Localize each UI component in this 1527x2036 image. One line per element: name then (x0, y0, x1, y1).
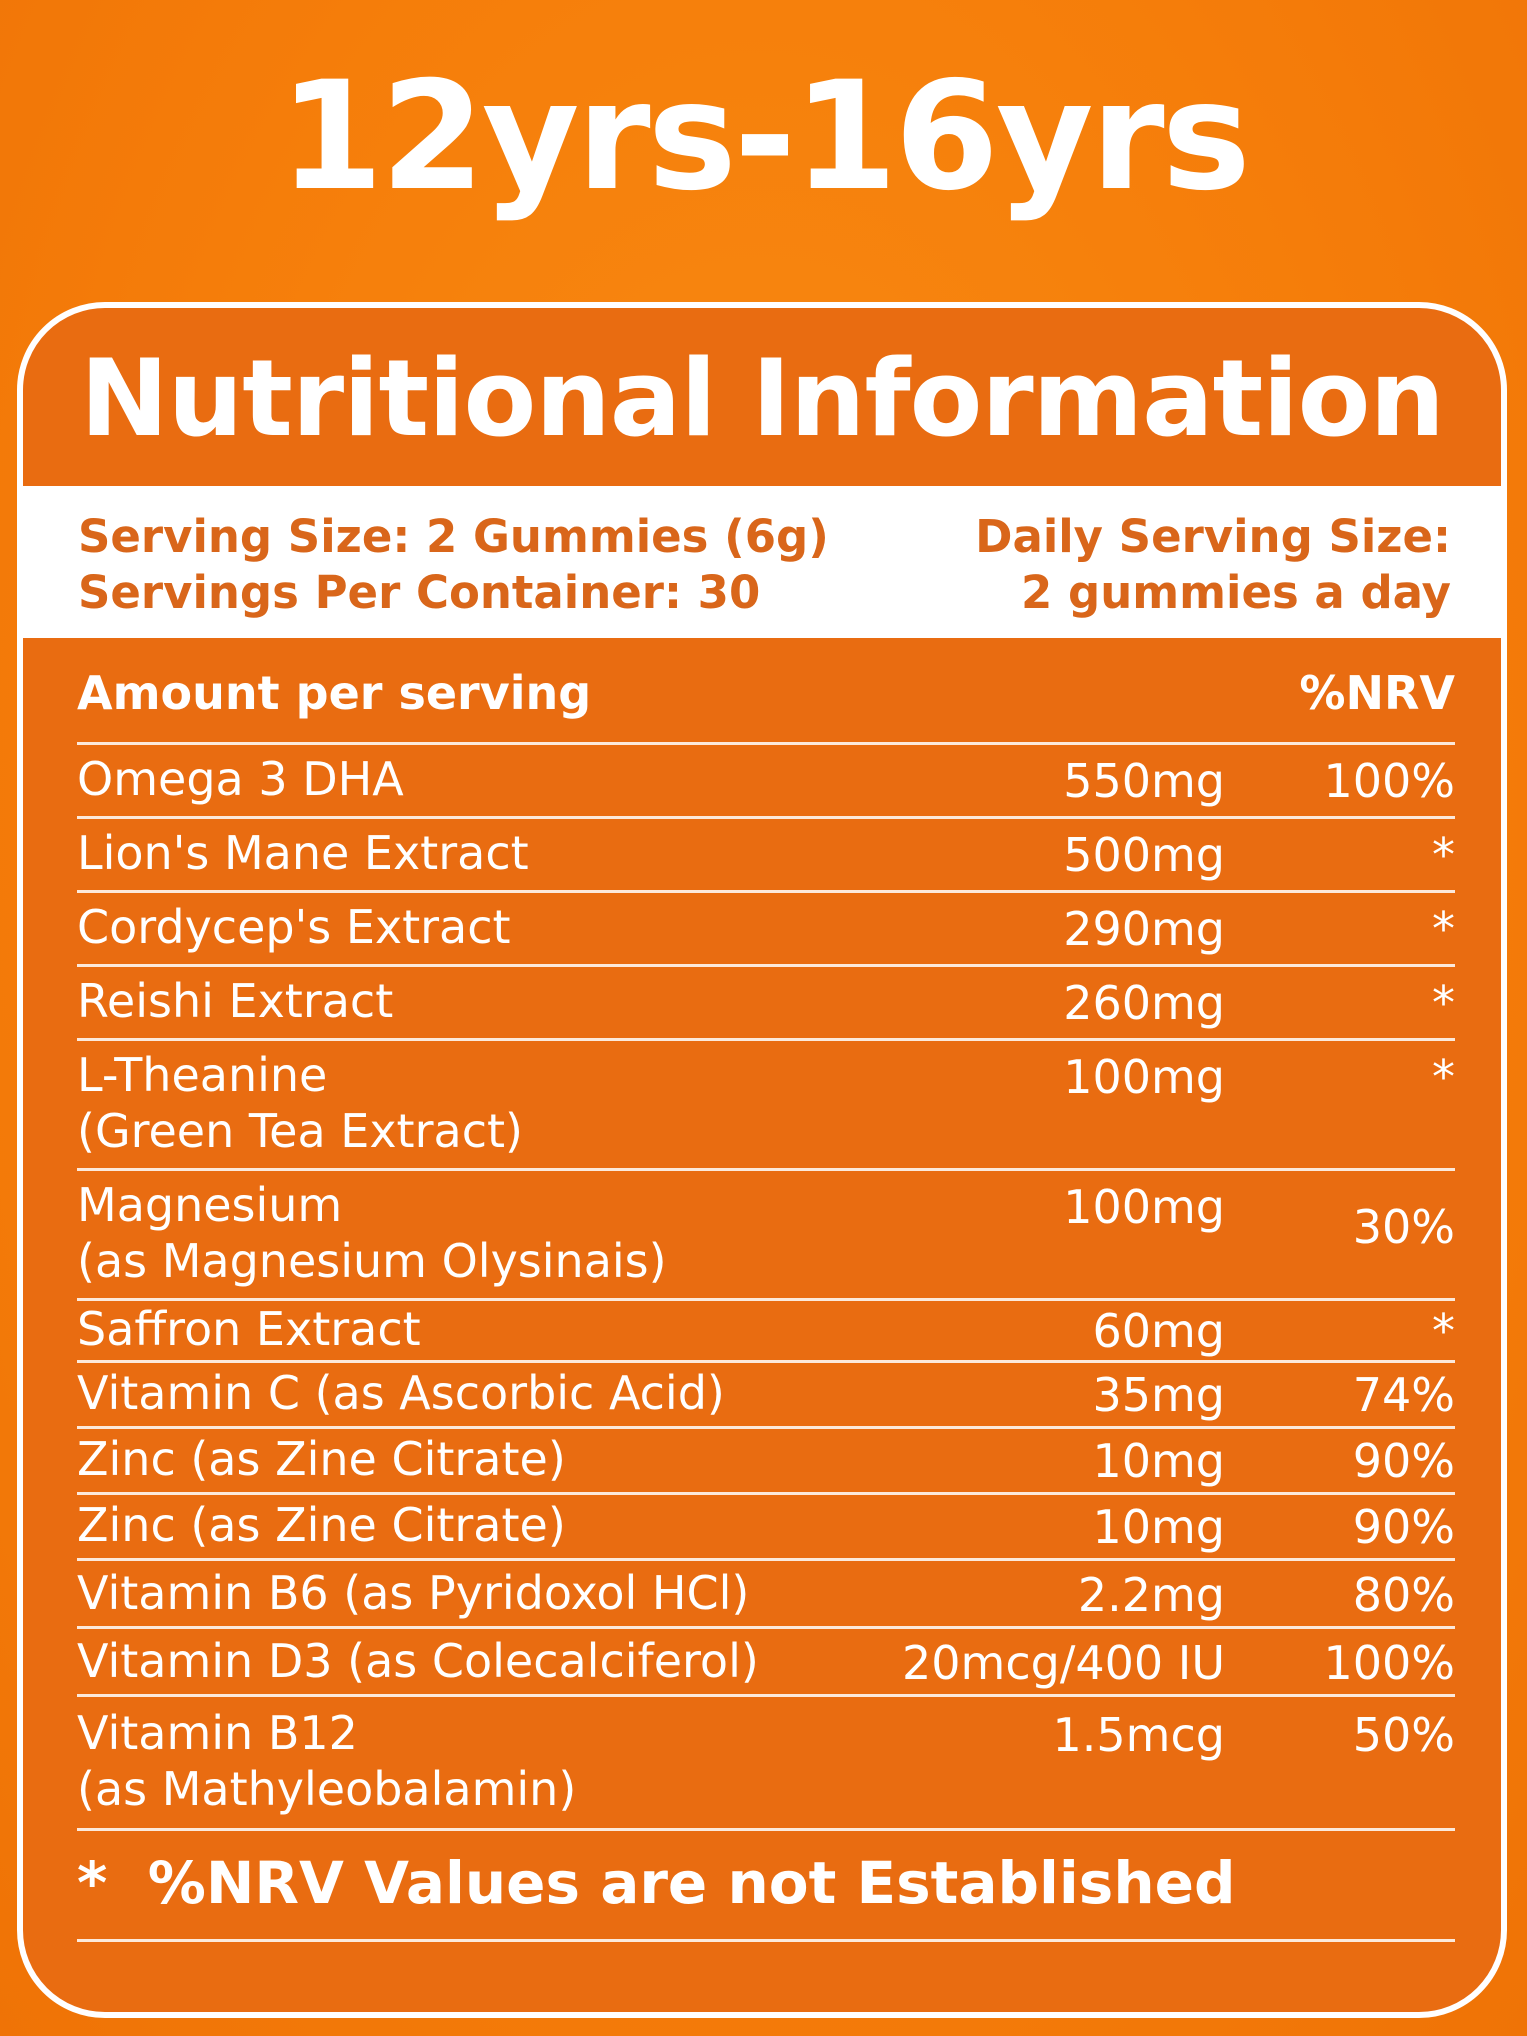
nutrient-name: Zinc (as Zine Citrate) (77, 1432, 566, 1486)
nutrition-panel: Nutritional Information Serving Size: 2 … (17, 302, 1507, 2018)
nutrient-amount: 20mcg/400 IU (902, 1636, 1225, 1690)
table-row: Vitamin D3 (as Colecalciferol) 20mcg/400… (77, 1629, 1455, 1697)
table-row: Reishi Extract 260mg * (77, 967, 1455, 1041)
table-row: Zinc (as Zine Citrate) 10mg 90% (77, 1429, 1455, 1495)
nutrient-nrv: * (1432, 1304, 1455, 1358)
nutrient-name-line2: (as Mathyleobalamin) (77, 1762, 577, 1816)
nutrient-nrv: 90% (1352, 1500, 1455, 1554)
nutrient-name: Omega 3 DHA (77, 752, 404, 806)
panel-title: Nutritional Information (80, 337, 1445, 460)
nutrient-nrv: 100% (1323, 754, 1455, 808)
nutrient-nrv: 80% (1352, 1568, 1455, 1622)
nutrient-name: Cordycep's Extract (77, 900, 511, 954)
table-row: Magnesium (as Magnesium Olysinais) 100mg… (77, 1171, 1455, 1301)
daily-serving-label: Daily Serving Size: (975, 510, 1451, 563)
nutrient-nrv: 90% (1352, 1434, 1455, 1488)
nutrient-name: Vitamin B12 (as Mathyleobalamin) (77, 1705, 576, 1817)
nutrient-nrv: 50% (1352, 1708, 1455, 1762)
table-row: Vitamin B12 (as Mathyleobalamin) 1.5mcg … (77, 1697, 1455, 1831)
nutrient-table: Amount per serving %NRV Omega 3 DHA 550m… (77, 638, 1455, 1942)
nutrient-amount: 100mg (1063, 1050, 1225, 1104)
header-nrv: %NRV (1299, 666, 1455, 720)
table-row: Omega 3 DHA 550mg 100% (77, 745, 1455, 819)
nutrient-name: Reishi Extract (77, 974, 394, 1028)
nutrient-amount: 1.5mcg (1052, 1708, 1225, 1762)
header-amount-per-serving: Amount per serving (77, 666, 592, 720)
serving-left: Serving Size: 2 Gummies (6g) Servings Pe… (78, 509, 829, 621)
nrv-footnote: * %NRV Values are not Established (77, 1831, 1455, 1942)
nutrient-name-line1: Vitamin B12 (77, 1706, 358, 1760)
footnote-text: * %NRV Values are not Established (77, 1849, 1236, 1917)
nutrient-amount: 100mg (1063, 1180, 1225, 1234)
nutrient-name: Vitamin B6 (as Pyridoxol HCl) (77, 1566, 750, 1620)
nutrient-amount: 35mg (1092, 1368, 1225, 1422)
servings-per-container: Servings Per Container: 30 (78, 566, 761, 619)
nutrient-name: Vitamin D3 (as Colecalciferol) (77, 1634, 759, 1688)
nutrient-amount: 60mg (1092, 1304, 1225, 1358)
serving-info-band: Serving Size: 2 Gummies (6g) Servings Pe… (23, 486, 1501, 638)
table-row: Lion's Mane Extract 500mg * (77, 819, 1455, 893)
nutrient-name: Vitamin C (as Ascorbic Acid) (77, 1366, 725, 1420)
nutrient-nrv: 100% (1323, 1636, 1455, 1690)
table-row: Cordycep's Extract 290mg * (77, 893, 1455, 967)
nutrient-name: Lion's Mane Extract (77, 826, 529, 880)
nutrient-amount: 10mg (1092, 1434, 1225, 1488)
nutrient-name: Zinc (as Zine Citrate) (77, 1498, 566, 1552)
nutrient-amount: 260mg (1063, 976, 1225, 1030)
nutrient-name-line1: Magnesium (77, 1178, 343, 1232)
table-row: Vitamin C (as Ascorbic Acid) 35mg 74% (77, 1363, 1455, 1429)
nutrient-amount: 290mg (1063, 902, 1225, 956)
serving-size: Serving Size: 2 Gummies (6g) (78, 510, 829, 563)
daily-serving-value: 2 gummies a day (1021, 566, 1451, 619)
nutrient-nrv: 74% (1352, 1368, 1455, 1422)
nutrient-amount: 2.2mg (1077, 1568, 1225, 1622)
nutrient-nrv: * (1432, 1050, 1455, 1104)
age-range-title: 12yrs-16yrs (279, 50, 1251, 224)
nutrient-nrv: * (1432, 902, 1455, 956)
table-header: Amount per serving %NRV (77, 638, 1455, 745)
nutrient-name: Magnesium (as Magnesium Olysinais) (77, 1177, 667, 1289)
serving-right: Daily Serving Size: 2 gummies a day (975, 509, 1451, 621)
nutrient-nrv: * (1432, 828, 1455, 882)
table-row: Saffron Extract 60mg * (77, 1301, 1455, 1363)
nutrient-amount: 500mg (1063, 828, 1225, 882)
nutrient-name: L-Theanine (Green Tea Extract) (77, 1047, 523, 1159)
table-row: Vitamin B6 (as Pyridoxol HCl) 2.2mg 80% (77, 1561, 1455, 1629)
nutrient-nrv: 30% (1352, 1200, 1455, 1254)
table-row: Zinc (as Zine Citrate) 10mg 90% (77, 1495, 1455, 1561)
nutrient-amount: 10mg (1092, 1500, 1225, 1554)
nutrient-name-line2: (Green Tea Extract) (77, 1104, 523, 1158)
nutrient-name: Saffron Extract (77, 1302, 421, 1356)
table-row: L-Theanine (Green Tea Extract) 100mg * (77, 1041, 1455, 1171)
nutrient-name-line2: (as Magnesium Olysinais) (77, 1234, 667, 1288)
nutrient-amount: 550mg (1063, 754, 1225, 808)
nutrient-name-line1: L-Theanine (77, 1048, 328, 1102)
nutrient-nrv: * (1432, 976, 1455, 1030)
